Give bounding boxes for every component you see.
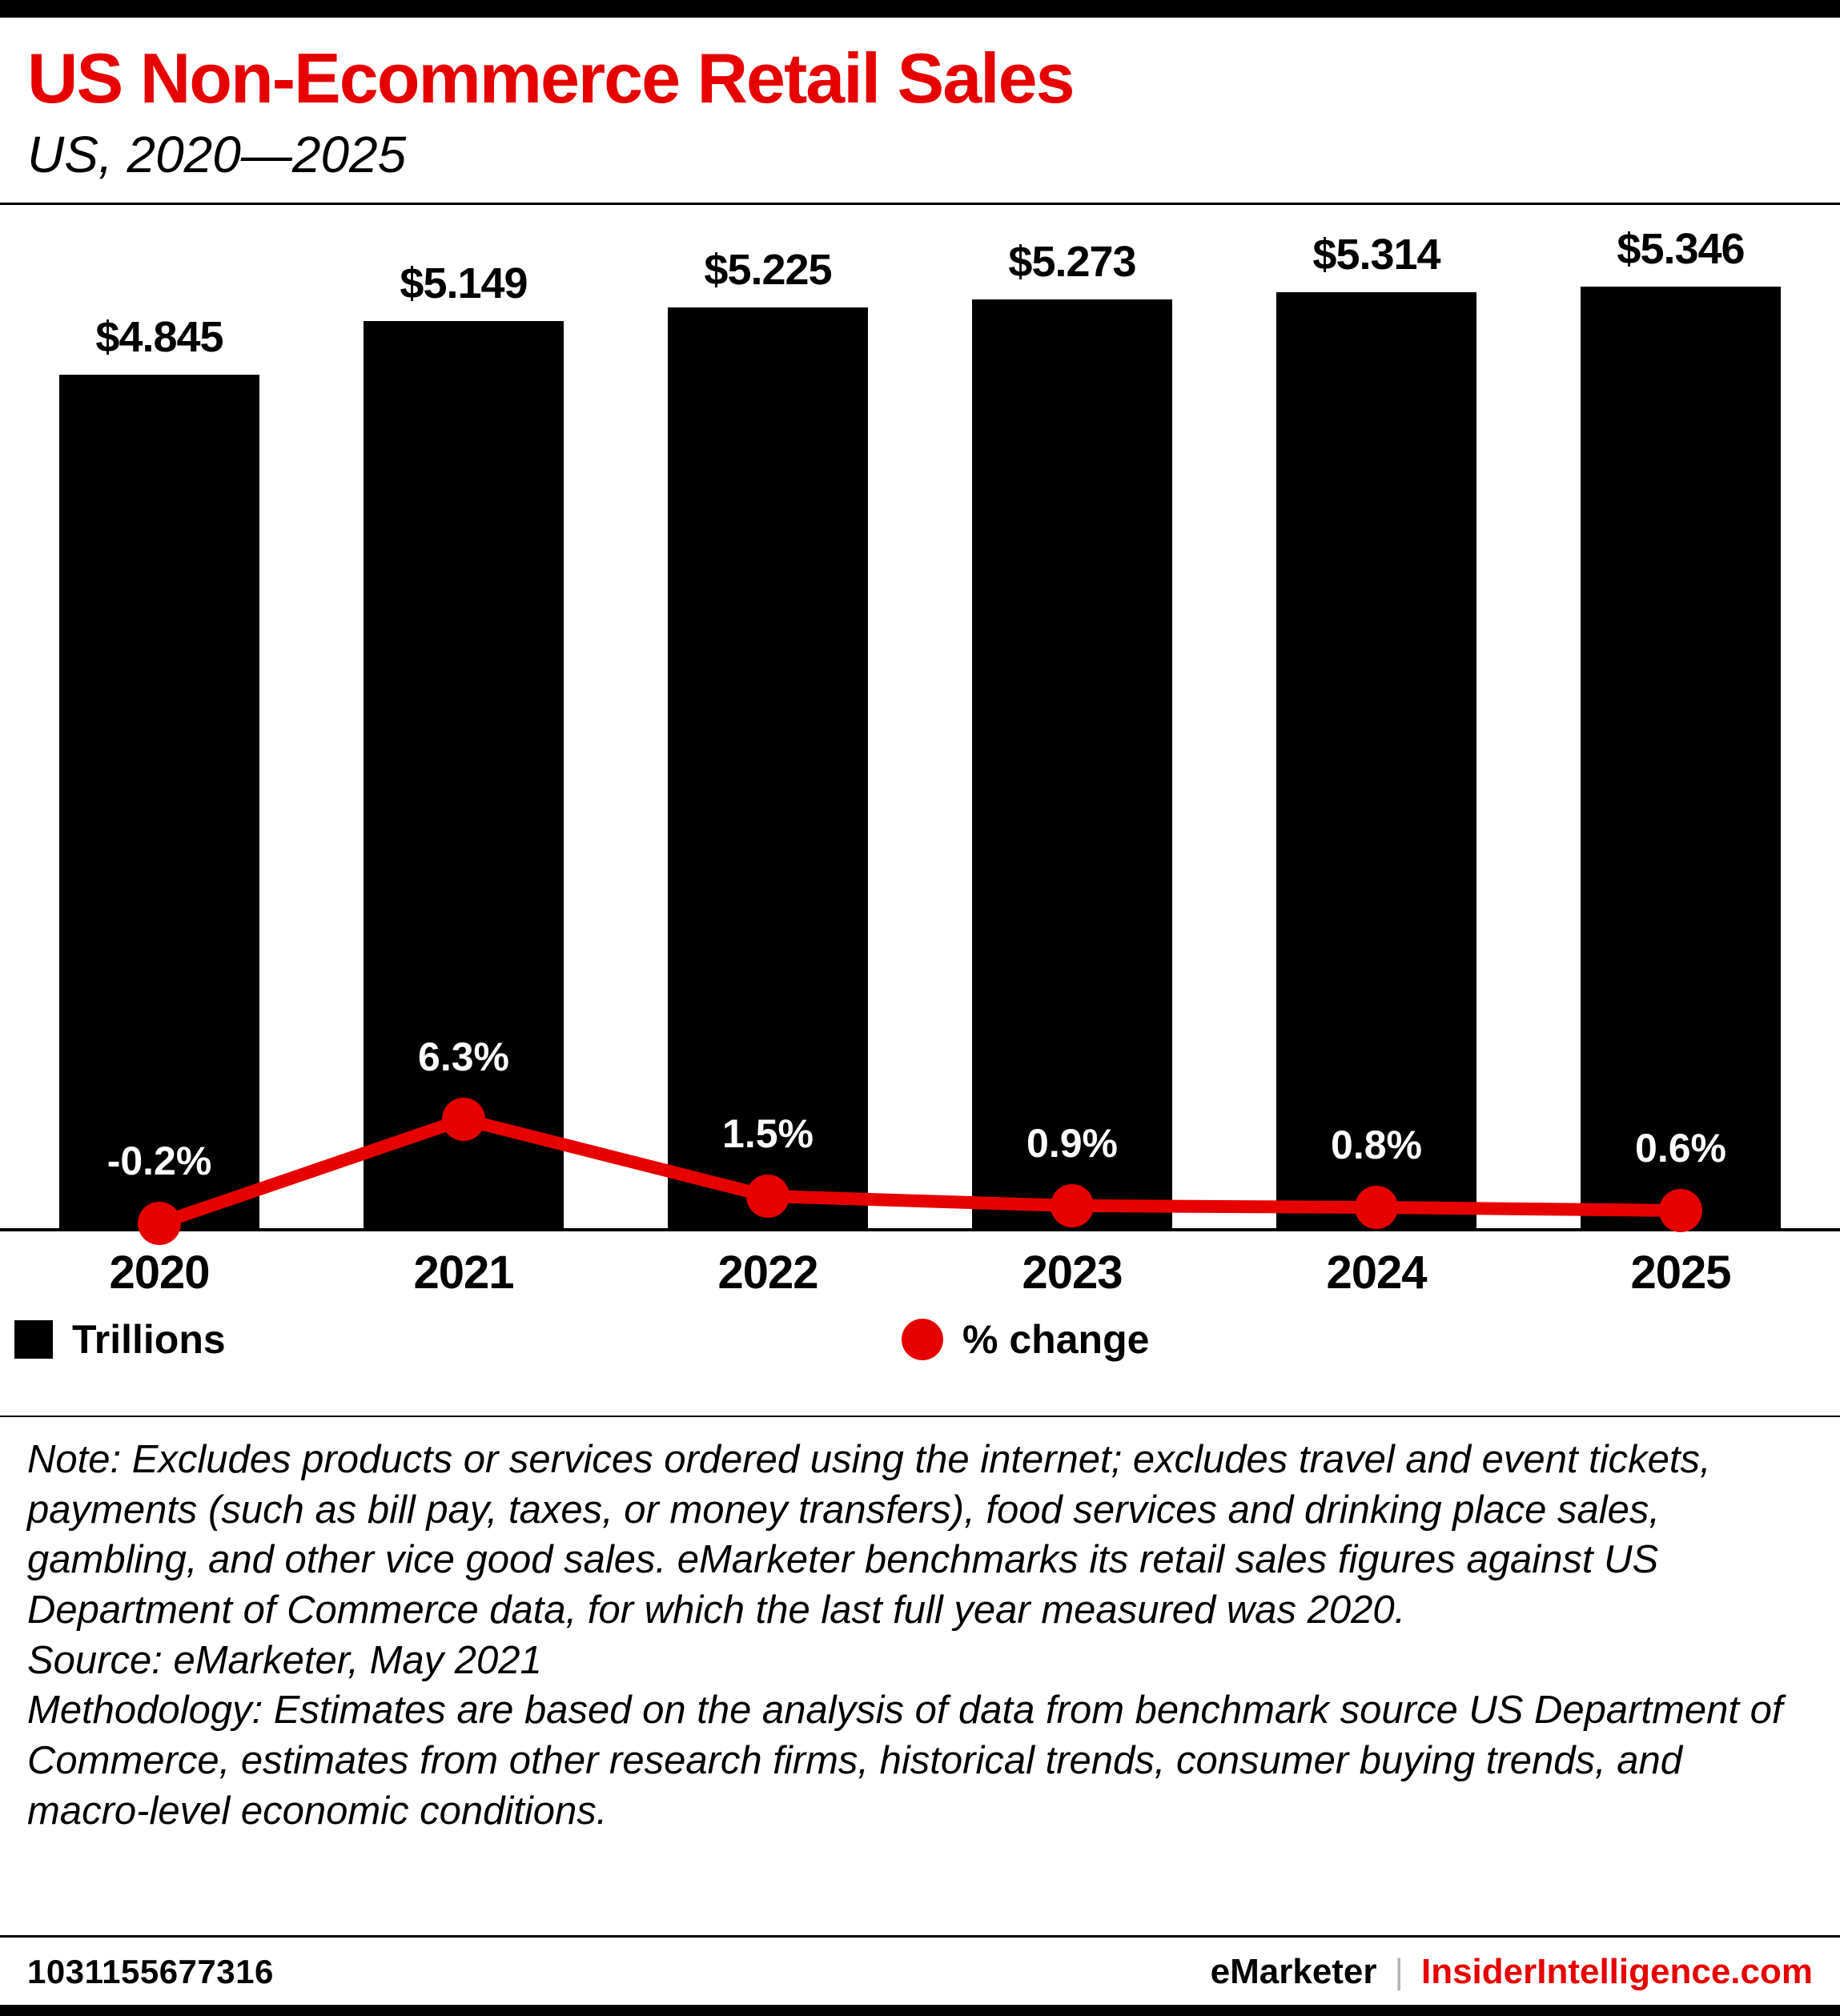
bar-value-label-2022: $5.225 — [704, 245, 832, 294]
chart-id: 1031155677316 — [27, 1953, 274, 1990]
note-text: Note: Excludes products or services orde… — [27, 1437, 1711, 1632]
x-axis-label-2023: 2023 — [1022, 1246, 1123, 1299]
line-data-point — [1355, 1185, 1398, 1229]
x-axis-label-2025: 2025 — [1630, 1246, 1731, 1299]
bar-value-label-2023: $5.273 — [1008, 237, 1136, 286]
pct-change-label-2021: 6.3% — [418, 1034, 509, 1079]
legend-label-pct-change: % change — [962, 1316, 1150, 1362]
line-data-point — [1659, 1188, 1702, 1232]
x-axis-labels: 2020 2021 2022 2023 2024 2025 — [0, 1231, 1840, 1308]
legend-item-trillions: Trillions — [14, 1316, 226, 1363]
line-data-point — [746, 1174, 789, 1218]
footnotes: Note: Excludes products or services orde… — [0, 1417, 1840, 1837]
bar-2025 — [1581, 286, 1781, 1228]
brand-emarketer: eMarketer — [1210, 1952, 1377, 1991]
pct-change-label-2020: -0.2% — [106, 1138, 212, 1183]
bar-swatch-icon — [14, 1319, 53, 1359]
bar-2022 — [668, 307, 868, 1228]
legend-item-pct-change: % change — [902, 1316, 1149, 1363]
pct-change-label-2025: 0.6% — [1635, 1125, 1726, 1171]
brand-separator: | — [1394, 1952, 1404, 1991]
pct-change-line — [138, 1097, 1702, 1245]
chart-legend: Trillions % change — [0, 1316, 1840, 1380]
pct-change-label-2024: 0.8% — [1331, 1122, 1422, 1167]
footer-rule — [0, 1935, 1840, 1938]
brand-insiderintelligence-link[interactable]: InsiderIntelligence.com — [1420, 1952, 1813, 1991]
bottom-bar — [0, 2005, 1840, 2016]
bar-value-label-2021: $5.149 — [400, 259, 528, 307]
bar-value-label-2024: $5.314 — [1312, 230, 1440, 279]
legend-label-trillions: Trillions — [72, 1316, 226, 1362]
bar-value-label-2025: $5.346 — [1617, 224, 1745, 273]
bar-2023 — [972, 299, 1172, 1228]
chart-subtitle: US, 2020—2025 — [27, 126, 407, 184]
brand-block: eMarketer | InsiderIntelligence.com — [1211, 1952, 1813, 1992]
bar-value-label-2020: $4.845 — [95, 312, 223, 361]
chart-title: US Non-Ecommerce Retail Sales — [27, 38, 1075, 118]
pct-change-label-2023: 0.9% — [1026, 1120, 1118, 1166]
header-rule — [0, 202, 1840, 205]
footer-row: 1031155677316 eMarketer | InsiderIntelli… — [0, 1938, 1840, 2005]
notes-divider — [0, 1415, 1840, 1417]
line-data-point — [1051, 1183, 1094, 1227]
top-bar — [0, 0, 1840, 18]
line-data-point — [138, 1201, 181, 1245]
footer: 1031155677316 eMarketer | InsiderIntelli… — [0, 1935, 1840, 2016]
chart-wrap: $4.845 -0.2% $5.149 6.3% $5.225 1.5% $5.273 0.9… — [0, 215, 1840, 1308]
methodology-text: Methodology: Estimates are based on the … — [27, 1689, 1783, 1833]
x-axis-label-2020: 2020 — [109, 1246, 210, 1299]
x-axis-label-2022: 2022 — [717, 1246, 818, 1299]
bar-chart-plot-area: $4.845 -0.2% $5.149 6.3% $5.225 1.5% $5.273 0.9… — [0, 215, 1840, 1245]
bar-2020 — [59, 374, 259, 1228]
x-axis-label-2024: 2024 — [1326, 1246, 1427, 1299]
pct-change-label-2022: 1.5% — [722, 1110, 814, 1156]
bar-2021 — [364, 320, 564, 1228]
bar-2024 — [1276, 291, 1476, 1228]
chart-header: US Non-Ecommerce Retail Sales US, 2020—2… — [0, 18, 1840, 203]
line-dot-swatch-icon — [902, 1318, 944, 1360]
x-axis-label-2021: 2021 — [413, 1246, 514, 1299]
source-text: Source: eMarketer, May 2021 — [27, 1638, 542, 1682]
line-data-point — [442, 1097, 485, 1141]
